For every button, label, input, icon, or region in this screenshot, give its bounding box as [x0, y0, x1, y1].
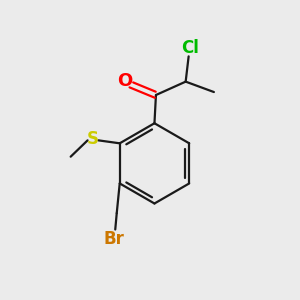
Text: O: O	[117, 72, 132, 90]
Text: Cl: Cl	[181, 39, 199, 57]
Text: Br: Br	[103, 230, 124, 248]
Text: S: S	[87, 130, 99, 148]
